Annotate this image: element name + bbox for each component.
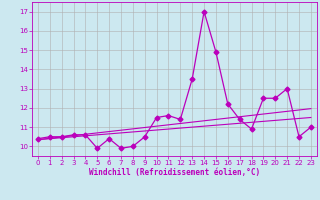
X-axis label: Windchill (Refroidissement éolien,°C): Windchill (Refroidissement éolien,°C)	[89, 168, 260, 177]
